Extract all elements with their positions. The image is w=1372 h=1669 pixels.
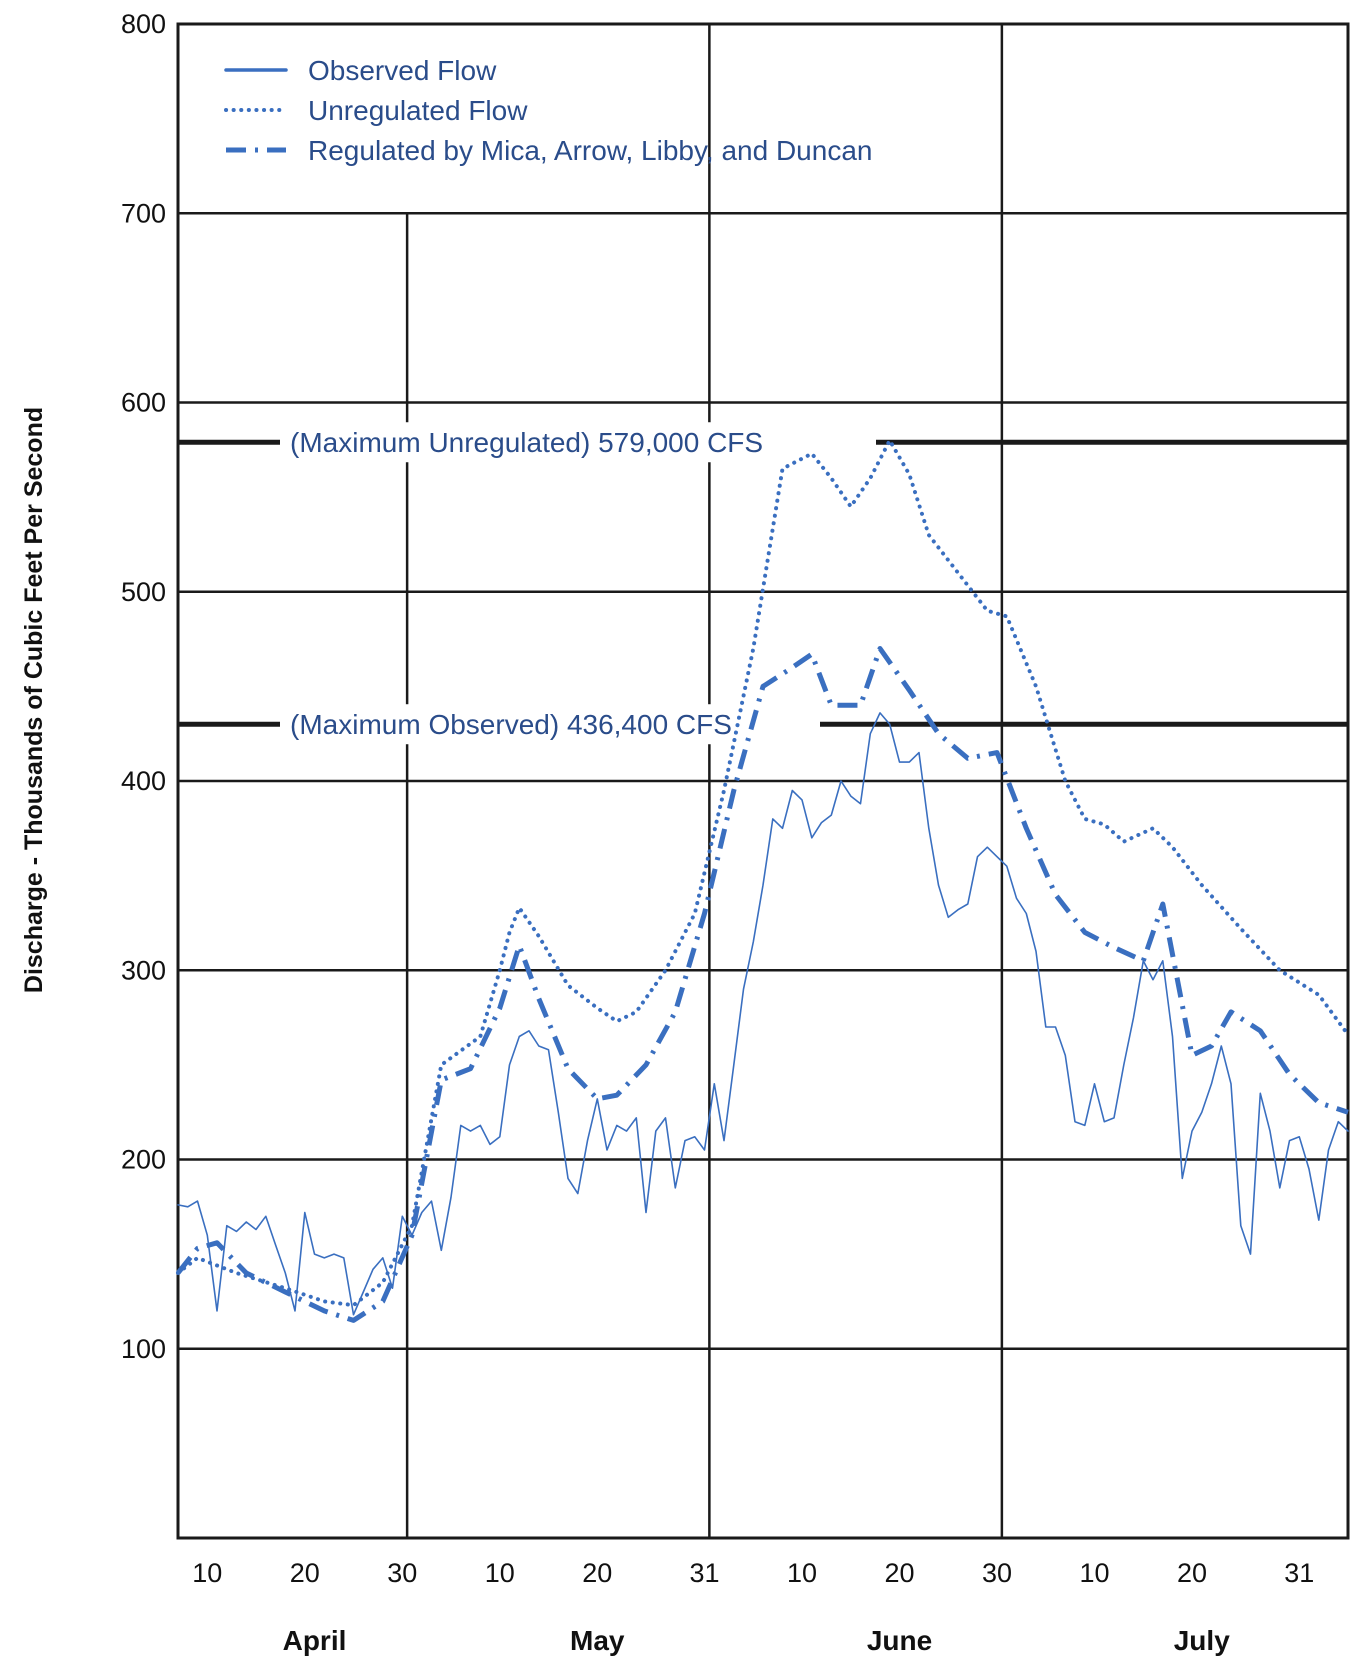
y-tick-label: 500 — [121, 577, 166, 607]
reference-label: (Maximum Unregulated) 579,000 CFS — [290, 427, 763, 458]
x-tick-label: 20 — [1177, 1558, 1207, 1588]
x-tick-label: 10 — [1079, 1558, 1109, 1588]
reference-label-bg — [280, 422, 876, 463]
y-tick-label: 800 — [121, 9, 166, 39]
x-tick-label: 10 — [787, 1558, 817, 1588]
x-tick-label: 10 — [192, 1558, 222, 1588]
series-line-dotted — [176, 438, 1350, 1308]
y-tick-label: 600 — [121, 388, 166, 418]
reference-lines: (Maximum Unregulated) 579,000 CFS (Maximu… — [178, 422, 1348, 745]
legend-label: Regulated by Mica, Arrow, Libby, and Dun… — [308, 135, 872, 166]
y-axis-title: Discharge - Thousands of Cubic Feet Per … — [20, 407, 48, 993]
month-label: June — [867, 1625, 932, 1656]
y-tick-label: 700 — [121, 198, 166, 228]
y-tick-label: 400 — [121, 766, 166, 796]
series-line-dash-dot — [176, 646, 1349, 1323]
x-tick-label: 20 — [582, 1558, 612, 1588]
reference-label-bg — [280, 704, 820, 745]
x-tick-label: 31 — [1284, 1558, 1314, 1588]
x-tick-label: 30 — [387, 1558, 417, 1588]
month-label: July — [1174, 1625, 1230, 1656]
axis-layer: 100 200 300 400 500 600 700 800 10 20 30 10 20 31 10 20… — [121, 9, 1314, 1656]
month-label: April — [283, 1625, 347, 1656]
reference-label: (Maximum Observed) 436,400 CFS — [290, 709, 732, 740]
series-layer — [176, 438, 1350, 1323]
y-tick-label: 300 — [121, 955, 166, 985]
series-line-solid — [177, 712, 1349, 1316]
x-tick-label: 10 — [485, 1558, 515, 1588]
y-tick-label: 100 — [121, 1334, 166, 1364]
x-tick-label: 31 — [689, 1558, 719, 1588]
legend-label: Unregulated Flow — [308, 95, 528, 126]
x-tick-label: 20 — [884, 1558, 914, 1588]
x-tick-label: 20 — [290, 1558, 320, 1588]
legend: Observed Flow Unregulated Flow Regulated b… — [224, 55, 872, 166]
y-tick-label: 200 — [121, 1145, 166, 1175]
x-tick-label: 30 — [982, 1558, 1012, 1588]
plot-frame — [176, 22, 1350, 1540]
month-label: May — [570, 1625, 625, 1656]
legend-label: Observed Flow — [308, 55, 497, 86]
